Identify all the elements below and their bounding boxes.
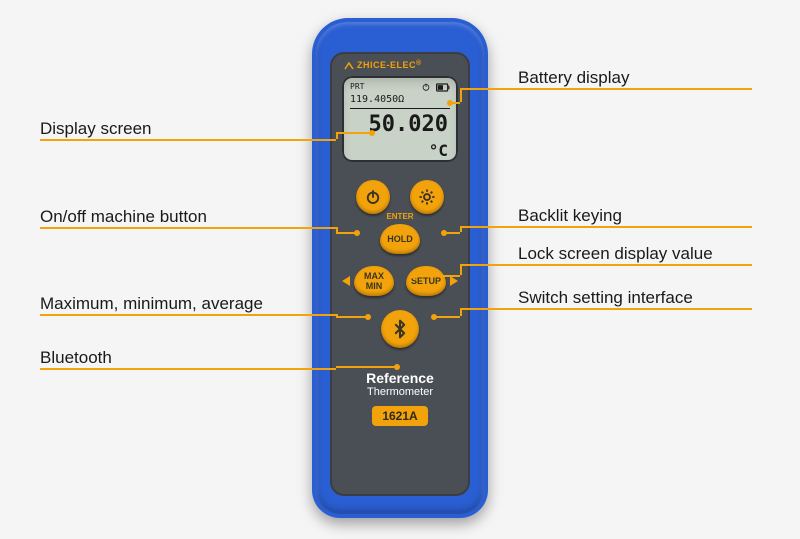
callout-underline [40,368,296,370]
callout-label: Switch setting interface [518,288,693,308]
device-panel: ZHICE-ELEC® PRT 119.4050Ω 50.020 °C [330,52,470,496]
battery-icon [436,83,450,92]
lcd-screen: PRT 119.4050Ω 50.020 °C [342,76,458,162]
lcd-temp-value: 50.020 [369,112,448,137]
lcd-resistance: 119.4050Ω [350,94,450,105]
callout-dot [365,314,371,320]
callout-dot [369,130,375,136]
callout-lead-h2 [336,366,397,368]
callout-underline [518,226,752,228]
callout-label: Display screen [40,119,152,139]
callout-underline [518,88,752,90]
callout-label: Backlit keying [518,206,622,226]
callout-label: Bluetooth [40,348,112,368]
lcd-top-row: PRT [350,82,450,92]
button-area: ENTER HOLD MAX MIN SETUP [330,180,470,360]
model-number: 1621A [382,409,417,423]
callout-lead-h [296,139,336,141]
callout-underline [40,139,296,141]
callout-lead-h2 [414,275,460,277]
brightness-icon [418,188,436,206]
callout-label: On/off machine button [40,207,207,227]
maxmin-line1: MAX [364,271,384,281]
left-arrow-icon [342,276,350,286]
callout-lead-h [296,227,336,229]
callout-underline [40,314,296,316]
callout-lead-h [296,368,336,370]
callout-underline [518,264,752,266]
lcd-mode: PRT [350,82,364,92]
callout-lead-h2 [336,316,368,318]
callout-dot [394,364,400,370]
callout-label: Lock screen display value [518,244,713,264]
hold-button-label: HOLD [387,234,413,244]
callout-lead-v [460,264,462,275]
callout-lead-h [460,226,518,228]
product-line2: Thermometer [330,386,470,398]
model-badge: 1621A [372,406,428,426]
callout-label: Battery display [518,68,630,88]
hold-button[interactable]: HOLD [380,224,420,254]
callout-dot [431,314,437,320]
callout-dot [354,230,360,236]
callout-underline [40,227,296,229]
product-line1: Reference [330,370,470,386]
lcd-divider [350,108,450,109]
bluetooth-button[interactable] [381,310,419,348]
callout-lead-h2 [434,316,460,318]
brand-text: ZHICE-ELEC [357,60,416,70]
backlight-button[interactable] [410,180,444,214]
maxmin-line2: MIN [366,281,383,291]
setup-button[interactable]: SETUP [406,266,446,296]
enter-label: ENTER [386,212,413,221]
callout-lead-v [460,308,462,316]
power-icon [364,188,382,206]
callout-lead-v [460,88,462,102]
lcd-status-icons [421,82,450,92]
callout-lead-h [296,314,336,316]
lcd-temp-unit: °C [429,141,448,160]
lcd-main-reading: 50.020 °C [350,112,450,162]
callout-dot [447,100,453,106]
power-status-icon [421,82,431,92]
product-name: Reference Thermometer [330,370,470,398]
brand-label: ZHICE-ELEC® [330,60,470,70]
callout-underline [518,308,752,310]
brand-reg: ® [416,60,422,67]
callout-lead-v [460,226,462,232]
callout-label: Maximum, minimum, average [40,294,263,314]
power-button[interactable] [356,180,390,214]
callout-lead-h [460,308,518,310]
callout-lead-h [460,88,518,90]
bluetooth-icon [390,319,410,339]
callout-lead-h [460,264,518,266]
maxmin-button[interactable]: MAX MIN [354,266,394,296]
callout-dot [441,230,447,236]
right-arrow-icon [450,276,458,286]
callout-lead-h2 [336,132,372,134]
callout-dot [411,273,417,279]
